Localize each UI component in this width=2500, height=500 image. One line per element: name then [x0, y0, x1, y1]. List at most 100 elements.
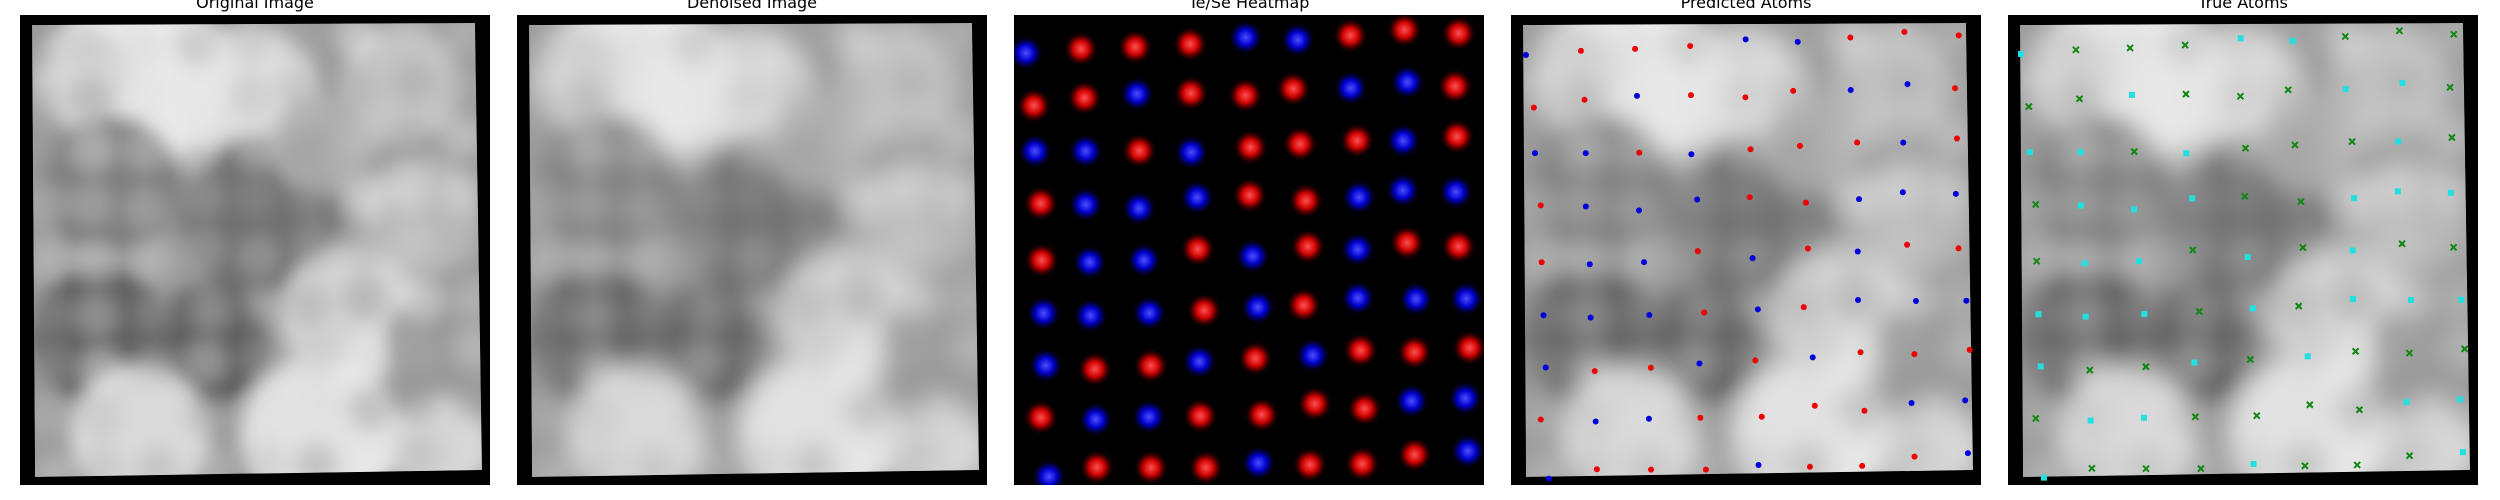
te-heat-spot: [1285, 287, 1322, 324]
true-te-atom-marker: [2142, 363, 2150, 371]
predicted-te-atom: [1955, 245, 1962, 252]
true-te-atom-marker: [2088, 464, 2096, 472]
predicted-te-atom: [1806, 463, 1813, 470]
predicted-se-atom: [1962, 397, 1969, 404]
predicted-se-atom: [1912, 297, 1919, 304]
true-se-atom-marker: [2399, 80, 2406, 87]
true-te-atom-marker: [2025, 102, 2033, 111]
predicted-te-atom: [1861, 407, 1868, 414]
true-se-atom-marker: [2017, 50, 2024, 57]
true-se-atom-marker: [2027, 149, 2034, 156]
denoised-image-canvas: [529, 23, 979, 477]
true-te-atom-marker: [2126, 44, 2134, 52]
original-image: [20, 15, 490, 485]
se-heat-spot: [1179, 179, 1216, 216]
true-te-atom-marker: [2032, 414, 2040, 423]
true-atoms-canvas: [2017, 23, 2470, 481]
predicted-te-atom: [1953, 135, 1960, 142]
te-heat-spot: [1291, 446, 1328, 483]
te-heat-spot: [1023, 242, 1060, 279]
predicted-te-atom: [1752, 357, 1759, 364]
te-heat-spot: [1342, 332, 1379, 369]
predicted-se-atom: [1545, 475, 1552, 482]
predicted-se-atom: [1809, 354, 1816, 361]
predicted-se-atom: [1794, 38, 1801, 45]
true-te-atom-marker: [2032, 257, 2041, 265]
true-te-atom-marker: [2299, 243, 2307, 252]
true-te-atom-marker: [2341, 32, 2350, 41]
te-heat-spot: [1346, 390, 1383, 427]
predicted-te-atom: [1911, 453, 1918, 460]
true-te-atom-marker: [2181, 41, 2189, 49]
true-se-atom-marker: [2304, 353, 2311, 360]
predicted-te-atom: [1537, 202, 1544, 209]
predicted-te-atom: [1694, 248, 1701, 255]
se-heat-spot: [1384, 172, 1421, 209]
te-heat-spot: [1187, 449, 1224, 485]
te-heat-spot: [1396, 436, 1433, 473]
true-te-atom-marker: [2142, 464, 2150, 473]
predicted-se-atom: [1587, 314, 1594, 321]
se-heat-spot: [1181, 343, 1218, 380]
te-heat-spot: [1066, 79, 1103, 116]
denoised-image: [517, 15, 987, 485]
se-heat-spot: [1397, 280, 1434, 317]
te-heat-spot: [1339, 122, 1376, 159]
true-se-atom-marker: [2077, 202, 2084, 209]
predicted-te-atom: [1577, 47, 1584, 54]
true-se-atom-marker: [2082, 313, 2089, 320]
predicted-atoms-canvas: [1522, 23, 1973, 482]
true-te-atom-marker: [2291, 141, 2299, 149]
te-heat-spot: [1243, 396, 1280, 433]
true-se-atom-marker: [2342, 86, 2349, 93]
true-te-atom-marker: [2353, 461, 2361, 469]
true-te-atom-marker: [2295, 302, 2303, 310]
predicted-se-atom: [1755, 461, 1762, 468]
predicted-te-atom: [1804, 245, 1811, 252]
predicted-te-atom: [1687, 43, 1694, 50]
predicted-se-atom: [1856, 196, 1863, 203]
predicted-te-atom: [1687, 92, 1694, 99]
heatmap-canvas: [1014, 15, 1484, 485]
predicted-te-atom: [1636, 149, 1643, 156]
se-heat-spot: [1234, 238, 1271, 275]
predicted-se-atom: [1636, 207, 1643, 214]
true-se-atom-marker: [2131, 206, 2138, 213]
se-heat-spot: [1014, 34, 1044, 71]
predicted-te-atom: [1758, 413, 1765, 420]
predicted-te-atom: [1911, 351, 1918, 358]
true-te-atom-marker: [2032, 200, 2040, 209]
se-heat-spot: [1027, 347, 1064, 384]
predicted-te-atom: [1530, 104, 1537, 111]
true-atoms-panel: True Atoms: [2008, 0, 2478, 500]
true-te-atom-marker: [2449, 243, 2458, 252]
predicted-te-atom: [1697, 414, 1704, 421]
true-te-atom-marker: [2191, 413, 2200, 421]
te-heat-spot: [1117, 28, 1154, 65]
true-te-atom-marker: [2405, 451, 2414, 460]
predicted-te-atom: [1811, 402, 1818, 409]
se-heat-spot: [1067, 186, 1104, 223]
true-te-atom-marker: [2355, 406, 2364, 414]
predicted-te-atom: [1648, 466, 1655, 473]
te-heat-spot: [1437, 68, 1474, 105]
predicted-te-atom: [1955, 32, 1962, 39]
predicted-se-atom: [1952, 190, 1959, 197]
se-heat-spot: [1385, 122, 1422, 159]
true-te-atom-marker: [2086, 366, 2094, 374]
predicted-se-atom: [1582, 203, 1589, 210]
true-se-atom-marker: [2077, 149, 2084, 156]
true-se-atom-marker: [2141, 310, 2148, 317]
true-se-atom-marker: [2237, 35, 2244, 42]
se-heat-spot: [1294, 337, 1331, 374]
predicted-te-atom: [1802, 199, 1809, 206]
te-heat-spot: [1396, 334, 1433, 371]
te-heat-spot: [1389, 224, 1426, 261]
true-se-atom-marker: [2407, 296, 2414, 303]
te-heat-spot: [1275, 70, 1312, 107]
predicted-te-atom: [1538, 259, 1545, 266]
panel-title: Predicted Atoms: [1680, 0, 1812, 12]
true-te-atom-marker: [2072, 46, 2080, 54]
true-te-atom-marker: [2306, 401, 2314, 409]
se-heat-spot: [1121, 190, 1158, 227]
